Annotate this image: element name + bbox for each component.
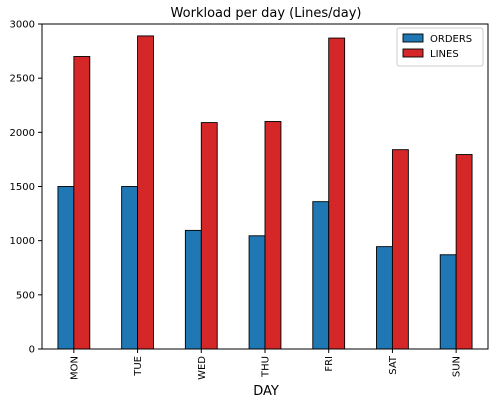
x-tick-label-thu: THU — [261, 356, 272, 378]
bar-orders-thu — [248, 235, 266, 350]
bar-lines-wed — [200, 122, 218, 350]
bar-orders-fri — [312, 201, 330, 350]
plot-area: 0 500 1000 1500 2000 2500 3000 MON TUE WED THU FRI S… — [10, 20, 489, 380]
y-tick-label: 0 — [29, 345, 35, 356]
y-tick-label: 2000 — [10, 128, 35, 139]
y-tick-label: 2500 — [10, 74, 35, 85]
legend-swatch-lines — [402, 48, 424, 58]
bar-lines-fri — [328, 37, 346, 350]
legend-swatch-orders — [402, 33, 424, 43]
x-axis-label: DAY — [253, 384, 279, 399]
bar-lines-thu — [264, 121, 282, 350]
legend-label-lines: LINES — [430, 49, 459, 60]
y-tick-label: 500 — [16, 290, 35, 301]
x-tick-label-fri: FRI — [324, 356, 335, 372]
y-tick-label: 1500 — [10, 182, 35, 193]
bar-orders-sun — [439, 254, 457, 350]
legend: ORDERS LINES — [396, 27, 484, 67]
legend-label-orders: ORDERS — [430, 34, 472, 45]
bar-lines-sun — [455, 154, 473, 350]
bar-orders-sat — [376, 246, 393, 350]
bar-lines-tue — [137, 35, 154, 350]
bar-orders-mon — [57, 186, 75, 350]
bar-orders-wed — [184, 229, 202, 350]
bar-orders-tue — [121, 186, 139, 350]
x-tick-label-mon: MON — [69, 356, 80, 380]
x-tick-label-sun: SUN — [452, 356, 463, 377]
x-tick-label-wed: WED — [197, 356, 208, 380]
x-tick-label-sat: SAT — [388, 355, 399, 375]
chart-title: Workload per day (Lines/day) — [171, 6, 362, 21]
y-tick-label: 3000 — [10, 20, 35, 31]
bar-lines-mon — [73, 56, 91, 350]
y-tick-label: 1000 — [10, 236, 35, 247]
x-tick-label-tue: TUE — [133, 356, 144, 377]
bar-lines-sat — [391, 149, 409, 350]
